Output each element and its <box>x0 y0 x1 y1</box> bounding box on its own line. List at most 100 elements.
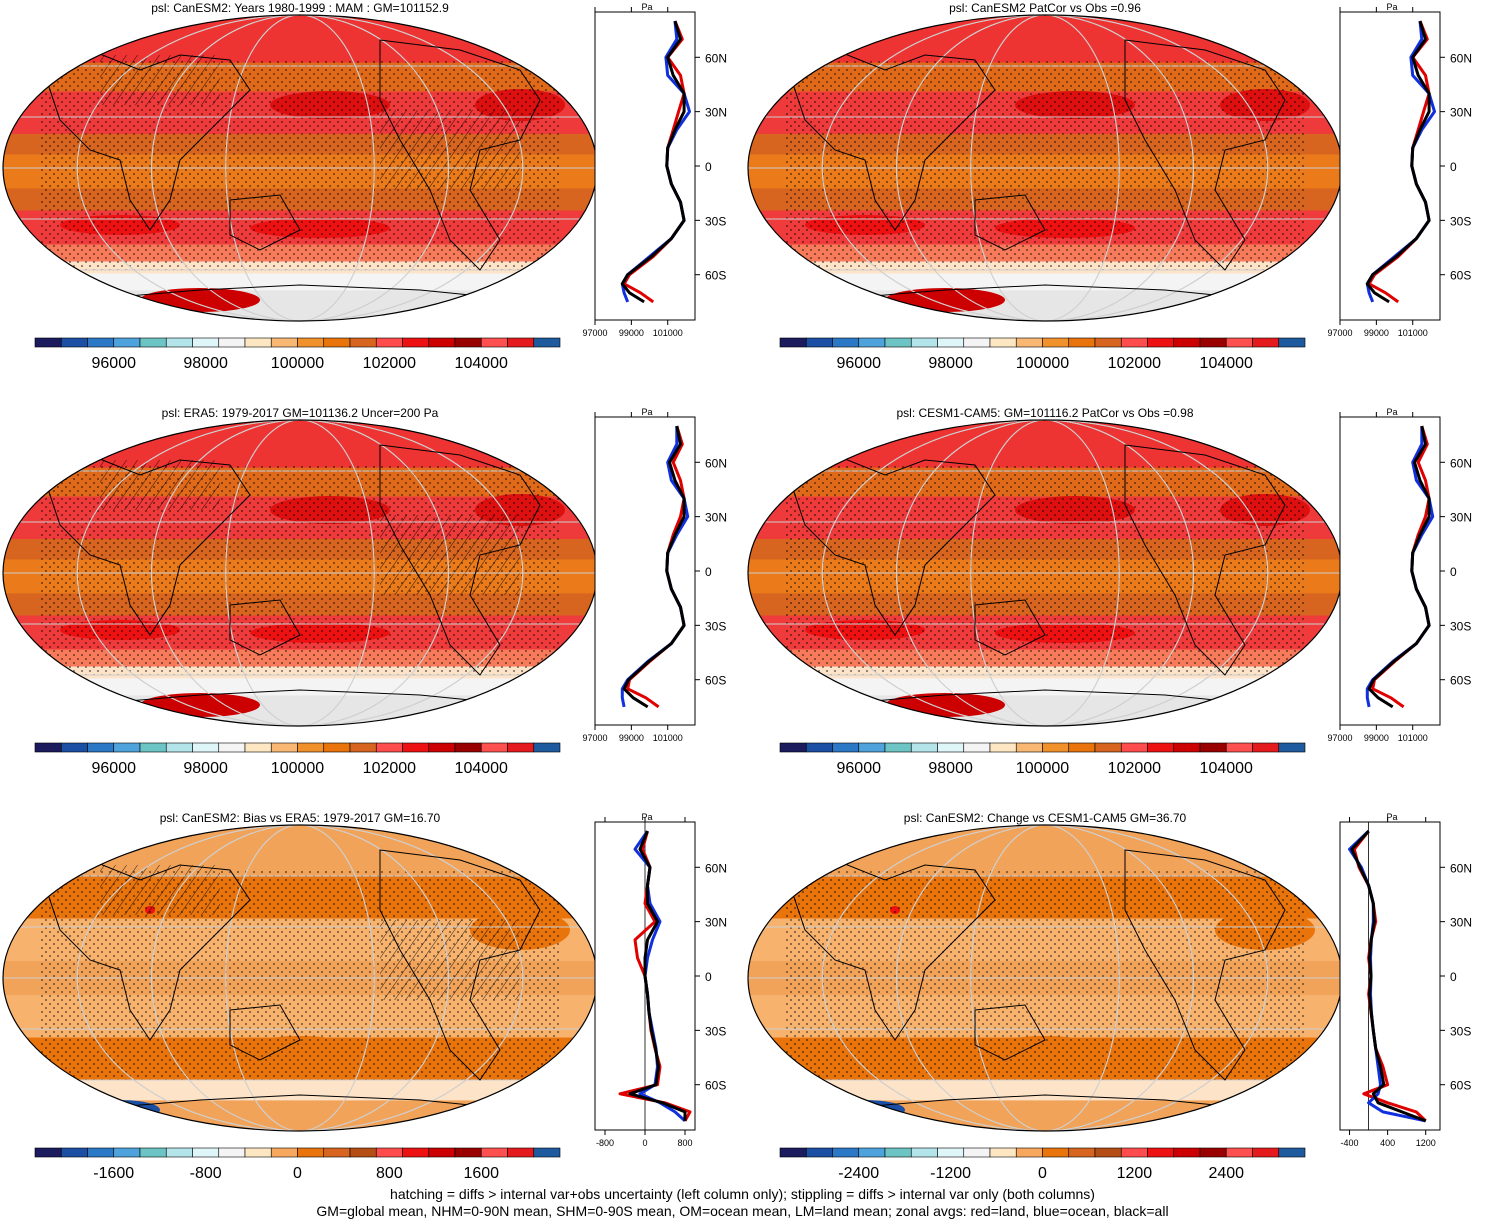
profile-ytick-label: 0 <box>705 565 712 579</box>
profile-series-line <box>1350 830 1427 1123</box>
colorbar-swatch <box>402 742 430 753</box>
profile-xlabel: Pa <box>641 2 652 12</box>
profile-ytick-label: 60S <box>1450 1079 1471 1093</box>
profile-ytick-label: 0 <box>1450 160 1457 174</box>
colorbar-swatch <box>192 337 220 348</box>
colorbar-swatch <box>480 1147 508 1158</box>
colorbar-swatch <box>937 1147 965 1158</box>
colorbar-swatch <box>937 337 965 348</box>
profile-xtick-label: 101000 <box>653 733 683 743</box>
zonal-profile: Pa -800 0 800 60N 30N 0 30S 60S <box>594 812 727 1148</box>
colorbar-swatch <box>454 742 482 753</box>
chart-svg: psl: CESM1-CAM5: GM=101116.2 PatCor vs O… <box>747 406 1472 777</box>
colorbar-swatch <box>218 742 246 753</box>
zonal-profile: Pa 97000 99000 101000 60N 30N 0 30S 60S <box>582 407 727 743</box>
colorbar-swatch <box>323 1147 351 1158</box>
colorbar-swatch <box>113 337 141 348</box>
colorbar-swatch <box>1225 337 1253 348</box>
colorbar-tick-label: 98000 <box>928 760 973 777</box>
colorbar-tick-label: 1200 <box>1117 1165 1153 1182</box>
colorbar-swatch <box>507 1147 535 1158</box>
colorbar-swatch <box>34 742 62 753</box>
colorbar-swatch <box>1068 742 1096 753</box>
colorbar-swatch <box>454 337 482 348</box>
colorbar-swatch <box>884 1147 912 1158</box>
colorbar-swatch <box>533 337 561 348</box>
profile-ytick-label: 30S <box>705 214 726 228</box>
colorbar-tick-label: 98000 <box>183 760 228 777</box>
colorbar-swatch <box>34 1147 62 1158</box>
profile-ytick-label: 60N <box>705 456 727 470</box>
colorbar <box>34 337 561 348</box>
colorbar-swatch <box>428 1147 456 1158</box>
colorbar-swatch <box>375 337 403 348</box>
colorbar-swatch <box>1068 1147 1096 1158</box>
colorbar-swatch <box>244 1147 272 1158</box>
chart-title: psl: CanESM2: Years 1980-1999 : MAM : GM… <box>151 1 449 15</box>
panel-canesm2-bias: psl: CanESM2: Bias vs ERA5: 1979-2017 GM… <box>0 810 740 1190</box>
colorbar-swatch <box>832 742 860 753</box>
profile-ytick-label: 60N <box>1450 456 1472 470</box>
colorbar-swatch <box>1015 742 1043 753</box>
profile-ytick-label: 0 <box>1450 970 1457 984</box>
colorbar <box>779 742 1306 753</box>
colorbar-swatch <box>192 742 220 753</box>
profile-xlabel: Pa <box>641 407 652 417</box>
profile-ytick-label: 60N <box>1450 861 1472 875</box>
colorbar <box>34 1147 561 1158</box>
profile-ytick-label: 30S <box>705 619 726 633</box>
colorbar-swatch <box>779 1147 807 1158</box>
colorbar-swatch <box>87 337 115 348</box>
colorbar-swatch <box>1015 337 1043 348</box>
colorbar-swatch <box>1225 1147 1253 1158</box>
colorbar-swatch <box>113 742 141 753</box>
panel-canesm2-patcor: psl: CanESM2 PatCor vs Obs =0.96 96000 980… <box>745 0 1485 400</box>
colorbar-tick-label: 104000 <box>455 760 508 777</box>
colorbar-swatch <box>805 1147 833 1158</box>
profile-xtick-label: 99000 <box>619 733 644 743</box>
zonal-profile: Pa 97000 99000 101000 60N 30N 0 30S 60S <box>1327 407 1472 743</box>
profile-xlabel: Pa <box>1386 812 1397 822</box>
chart-title: psl: ERA5: 1979-2017 GM=101136.2 Uncer=2… <box>162 406 439 420</box>
colorbar-swatch <box>1094 1147 1122 1158</box>
colorbar-swatch <box>244 742 272 753</box>
colorbar-swatch <box>1147 742 1175 753</box>
colorbar <box>779 1147 1306 1158</box>
colorbar-swatch <box>858 1147 886 1158</box>
map-field <box>3 15 597 321</box>
colorbar-swatch <box>1042 742 1070 753</box>
profile-series-line <box>628 830 687 1121</box>
colorbar-tick-label: 96000 <box>92 760 137 777</box>
colorbar-swatch <box>480 742 508 753</box>
colorbar-swatch <box>884 742 912 753</box>
colorbar-swatch <box>533 742 561 753</box>
colorbar-swatch <box>779 337 807 348</box>
colorbar-tick-label: 100000 <box>1016 760 1069 777</box>
profile-series-line <box>622 425 686 709</box>
colorbar-swatch <box>87 1147 115 1158</box>
profile-xtick-label: 99000 <box>1364 733 1389 743</box>
colorbar-swatch <box>1042 1147 1070 1158</box>
colorbar-swatch <box>805 742 833 753</box>
colorbar-swatch <box>349 742 377 753</box>
colorbar-swatch <box>937 742 965 753</box>
colorbar-tick-label: 0 <box>293 1165 302 1182</box>
colorbar-swatch <box>1068 337 1096 348</box>
profile-xtick-label: 99000 <box>619 328 644 338</box>
colorbar-tick-label: 104000 <box>1200 760 1253 777</box>
colorbar-tick-label: 96000 <box>92 355 137 372</box>
colorbar-swatch <box>428 742 456 753</box>
panel-canesm2-climatology: psl: CanESM2: Years 1980-1999 : MAM : GM… <box>0 0 740 400</box>
colorbar-swatch <box>884 337 912 348</box>
map-field <box>748 825 1342 1131</box>
colorbar-tick-label: 96000 <box>837 355 882 372</box>
colorbar-tick-label: 2400 <box>1208 1165 1244 1182</box>
profile-xlabel: Pa <box>1386 2 1397 12</box>
colorbar-swatch <box>910 742 938 753</box>
colorbar-swatch <box>218 337 246 348</box>
colorbar-swatch <box>963 742 991 753</box>
colorbar-swatch <box>805 337 833 348</box>
colorbar-tick-label: 102000 <box>363 760 416 777</box>
colorbar-swatch <box>1042 337 1070 348</box>
colorbar-swatch <box>139 742 167 753</box>
